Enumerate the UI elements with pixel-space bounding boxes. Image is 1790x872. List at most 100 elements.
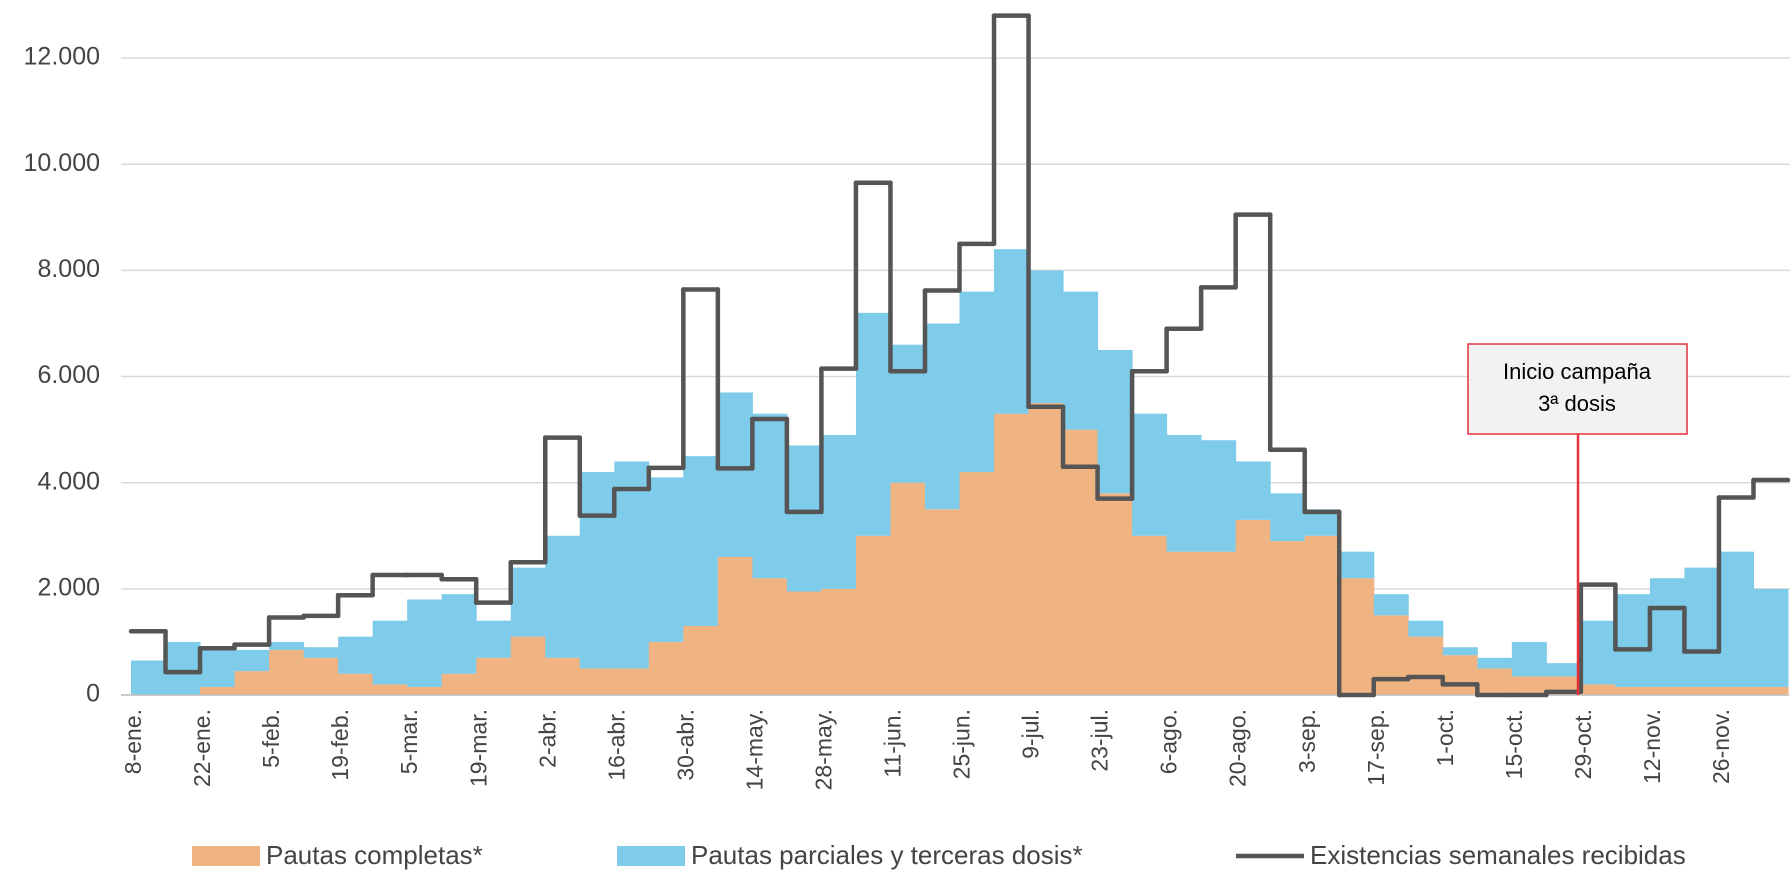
annotation-text: Inicio campaña bbox=[1503, 359, 1652, 384]
area-segment bbox=[959, 291, 995, 473]
x-tick-label: 9-jul. bbox=[1018, 709, 1044, 759]
y-tick-label: 2.000 bbox=[37, 573, 100, 601]
area-segment bbox=[1235, 519, 1271, 695]
legend-swatch bbox=[617, 846, 685, 866]
area-segment bbox=[717, 392, 753, 557]
area-segment bbox=[1304, 535, 1340, 695]
x-tick-label: 16-abr. bbox=[603, 709, 629, 781]
area-segment bbox=[717, 557, 753, 695]
area-segment bbox=[1477, 657, 1513, 669]
area-segment bbox=[303, 657, 339, 695]
area-segment bbox=[1649, 578, 1685, 688]
area-segment bbox=[1718, 551, 1754, 688]
legend-swatch bbox=[192, 846, 260, 866]
x-tick-label: 11-jun. bbox=[880, 709, 906, 778]
area-segment bbox=[1477, 668, 1513, 695]
x-tick-label: 23-jul. bbox=[1087, 709, 1113, 772]
x-tick-label: 22-ene. bbox=[189, 709, 215, 787]
area-segment bbox=[579, 668, 615, 695]
area-segment bbox=[1546, 663, 1582, 677]
x-tick-label: 29-oct. bbox=[1570, 709, 1596, 779]
x-tick-label: 3-sep. bbox=[1294, 709, 1320, 773]
area-segment bbox=[510, 636, 546, 695]
x-tick-label: 25-jun. bbox=[949, 709, 975, 779]
area-segment bbox=[131, 660, 167, 695]
area-segment bbox=[1753, 588, 1789, 688]
area-segment bbox=[579, 472, 615, 669]
area-segment bbox=[372, 684, 408, 695]
area-segment bbox=[269, 649, 305, 695]
area-segment bbox=[303, 647, 339, 658]
area-segment bbox=[1511, 676, 1547, 695]
area-segment bbox=[1097, 493, 1133, 695]
legend-label: Existencias semanales recibidas bbox=[1310, 840, 1686, 870]
x-tick-label: 26-nov. bbox=[1708, 709, 1734, 784]
area-segment bbox=[614, 668, 650, 695]
area-segment bbox=[1339, 551, 1375, 579]
x-tick-label: 12-nov. bbox=[1639, 709, 1665, 784]
area-segment bbox=[1166, 551, 1202, 695]
area-segment bbox=[1373, 594, 1409, 616]
area-segment bbox=[1684, 687, 1720, 695]
area-segment bbox=[165, 641, 201, 695]
area-segment bbox=[545, 535, 581, 658]
area-segment bbox=[545, 657, 581, 695]
area-segment bbox=[1132, 535, 1168, 695]
annotation-text: 3ª dosis bbox=[1538, 391, 1616, 416]
area-segment bbox=[1063, 429, 1099, 695]
x-tick-label: 28-may. bbox=[810, 709, 836, 790]
y-tick-label: 12.000 bbox=[24, 43, 100, 71]
area-segment bbox=[1235, 461, 1271, 520]
area-segment bbox=[1028, 270, 1064, 404]
area-segment bbox=[1132, 413, 1168, 536]
area-segment bbox=[1270, 493, 1306, 542]
area-segment bbox=[1201, 551, 1237, 695]
area-segment bbox=[338, 636, 374, 674]
legend-label: Pautas completas* bbox=[266, 840, 483, 870]
x-tick-label: 14-may. bbox=[741, 709, 767, 790]
area-segment bbox=[1684, 567, 1720, 688]
area-segment bbox=[821, 434, 857, 589]
area-segment bbox=[614, 461, 650, 669]
area-segment bbox=[786, 445, 822, 592]
x-tick-label: 19-mar. bbox=[465, 709, 491, 787]
area-segment bbox=[476, 657, 512, 695]
area-segment bbox=[234, 671, 270, 695]
area-segment bbox=[752, 578, 788, 695]
y-tick-label: 4.000 bbox=[37, 467, 100, 495]
area-segment bbox=[1442, 655, 1478, 695]
area-segment bbox=[1615, 594, 1651, 688]
x-tick-label: 5-mar. bbox=[396, 709, 422, 774]
y-tick-label: 6.000 bbox=[37, 361, 100, 389]
area-segment bbox=[1201, 440, 1237, 552]
area-segment bbox=[994, 249, 1030, 414]
y-tick-label: 8.000 bbox=[37, 255, 100, 283]
y-tick-label: 0 bbox=[86, 680, 100, 708]
area-segment bbox=[855, 535, 891, 695]
area-segment bbox=[200, 647, 236, 688]
x-tick-label: 2-abr. bbox=[534, 709, 560, 768]
area-segment bbox=[890, 344, 926, 483]
area-segment bbox=[855, 312, 891, 536]
area-segment bbox=[1097, 350, 1133, 494]
area-segment bbox=[1580, 620, 1616, 685]
area-segment bbox=[1753, 687, 1789, 695]
x-tick-label: 6-ago. bbox=[1156, 709, 1182, 774]
area-segment bbox=[1063, 291, 1099, 430]
area-segment bbox=[407, 687, 443, 695]
area-segment bbox=[959, 472, 995, 695]
area-segment bbox=[234, 649, 270, 672]
area-segment bbox=[441, 673, 477, 695]
area-segment bbox=[372, 620, 408, 685]
annotation-box bbox=[1467, 343, 1688, 435]
y-tick-label: 10.000 bbox=[24, 149, 100, 177]
area-segment bbox=[648, 477, 684, 642]
area-segment bbox=[1373, 615, 1409, 695]
area-segment bbox=[407, 599, 443, 688]
legend-label: Pautas parciales y terceras dosis* bbox=[691, 840, 1083, 870]
x-tick-label: 8-ene. bbox=[120, 709, 146, 774]
area-segment bbox=[1615, 687, 1651, 695]
x-tick-label: 30-abr. bbox=[672, 709, 698, 781]
area-segment bbox=[269, 641, 305, 650]
